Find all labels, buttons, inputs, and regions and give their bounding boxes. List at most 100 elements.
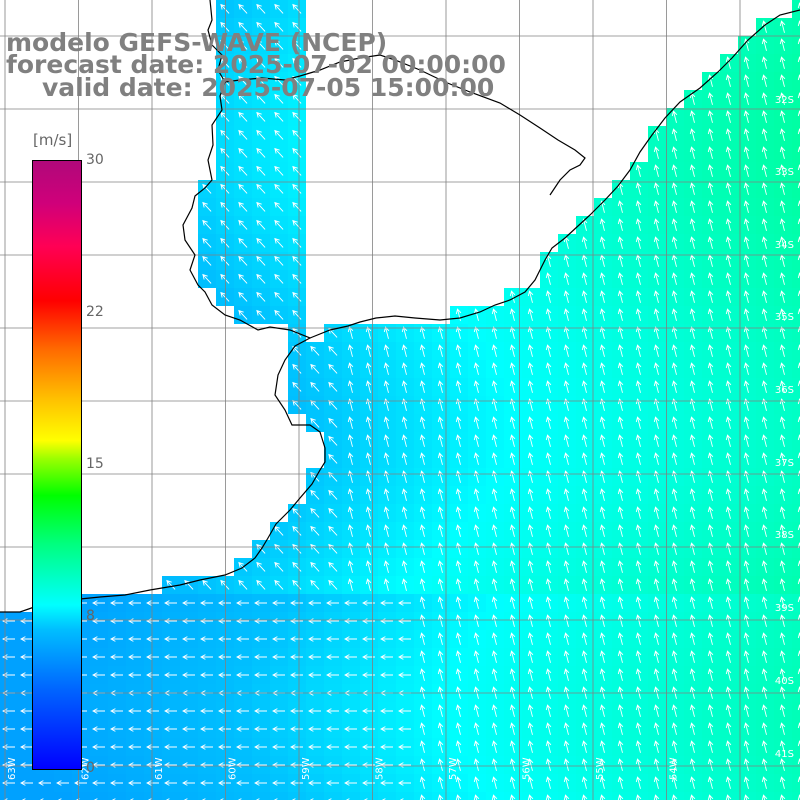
wind-arrow	[20, 654, 33, 660]
wind-arrow	[292, 165, 302, 176]
wind-arrow	[779, 146, 786, 159]
wind-arrow	[292, 111, 302, 122]
wind-arrow	[218, 636, 231, 642]
wind-arrow	[200, 708, 213, 714]
wind-arrow	[545, 578, 552, 591]
wind-arrow	[110, 618, 123, 624]
wind-arrow	[491, 794, 498, 800]
rio-de-la-plata-coast	[224, 54, 586, 196]
wind-arrow	[290, 636, 303, 642]
wind-cell	[522, 792, 540, 800]
wind-arrow	[761, 128, 768, 141]
wind-arrow	[545, 776, 552, 789]
wind-arrow	[779, 164, 786, 177]
wind-arrow	[200, 780, 213, 786]
wind-arrow	[599, 344, 606, 357]
wind-arrow	[653, 578, 660, 591]
wind-arrow	[419, 524, 426, 537]
wind-arrow	[473, 704, 480, 717]
wind-arrow	[437, 794, 444, 800]
wind-arrow	[347, 452, 354, 465]
wind-arrow	[365, 362, 372, 375]
wind-cell	[792, 180, 800, 198]
wind-arrow	[419, 668, 426, 681]
wind-arrow	[473, 632, 480, 645]
wind-arrow	[581, 794, 588, 800]
wind-arrow	[491, 326, 498, 339]
wind-arrow	[347, 488, 354, 501]
lon-label: 54W	[669, 757, 680, 780]
wind-arrow	[725, 344, 732, 357]
wind-cell	[504, 792, 522, 800]
wind-arrow	[182, 654, 195, 660]
wind-arrow	[707, 668, 714, 681]
wind-arrow	[563, 506, 570, 519]
wind-arrow	[527, 704, 534, 717]
wind-arrow	[707, 722, 714, 735]
wind-cell	[792, 792, 800, 800]
wind-arrow	[383, 362, 390, 375]
wind-arrow	[761, 218, 768, 231]
wind-arrow	[581, 308, 588, 321]
wind-arrow	[398, 708, 411, 714]
lon-label: 55W	[595, 757, 606, 780]
wind-arrow	[653, 776, 660, 789]
wind-arrow	[743, 488, 750, 501]
wind-arrow	[437, 578, 444, 591]
wind-arrow	[527, 434, 534, 447]
wind-arrow	[743, 290, 750, 303]
wind-arrow	[707, 650, 714, 663]
wind-arrow	[146, 672, 159, 678]
wind-arrow	[707, 452, 714, 465]
wind-arrow	[383, 344, 390, 357]
wind-arrow	[653, 326, 660, 339]
wind-arrow	[419, 794, 426, 800]
wind-arrow	[671, 740, 678, 753]
wind-cell	[792, 306, 800, 324]
wind-arrow	[399, 798, 404, 800]
lon-label: 58W	[375, 757, 386, 780]
wind-arrow	[39, 798, 44, 800]
wind-arrow	[365, 578, 372, 591]
wind-arrow	[635, 524, 642, 537]
wind-arrow	[238, 147, 248, 158]
wind-arrow	[653, 236, 660, 249]
wind-arrow	[563, 614, 570, 627]
wind-arrow	[653, 272, 660, 285]
wind-arrow	[238, 255, 248, 266]
wind-arrow	[164, 780, 177, 786]
wind-arrow	[635, 452, 642, 465]
wind-arrow	[725, 632, 732, 645]
wind-arrow	[362, 726, 375, 732]
wind-arrow	[635, 272, 642, 285]
wind-arrow	[272, 636, 285, 642]
wind-arrow	[527, 452, 534, 465]
wind-arrow	[238, 3, 248, 14]
wind-arrow	[491, 668, 498, 681]
wind-arrow	[274, 129, 284, 140]
wind-arrow	[761, 740, 768, 753]
wind-arrow	[401, 344, 408, 357]
wind-arrow	[292, 345, 302, 356]
wind-arrow	[743, 200, 750, 213]
wind-arrow	[509, 668, 516, 681]
wind-arrow	[653, 668, 660, 681]
wind-arrow	[581, 326, 588, 339]
wind-arrow	[473, 452, 480, 465]
wind-arrow	[743, 542, 750, 555]
wind-arrow	[308, 600, 321, 606]
wind-arrow	[182, 708, 195, 714]
coastline	[0, 0, 326, 613]
wind-arrow	[743, 92, 750, 105]
wind-arrow	[380, 780, 393, 786]
wind-arrow	[581, 344, 588, 357]
wind-arrow	[473, 506, 480, 519]
wind-arrow	[743, 596, 750, 609]
wind-arrow	[671, 632, 678, 645]
wind-arrow	[362, 708, 375, 714]
wind-arrow	[761, 74, 768, 87]
wind-arrow	[310, 561, 320, 572]
wind-arrow	[707, 704, 714, 717]
wind-arrow	[725, 488, 732, 501]
wind-arrow	[635, 614, 642, 627]
